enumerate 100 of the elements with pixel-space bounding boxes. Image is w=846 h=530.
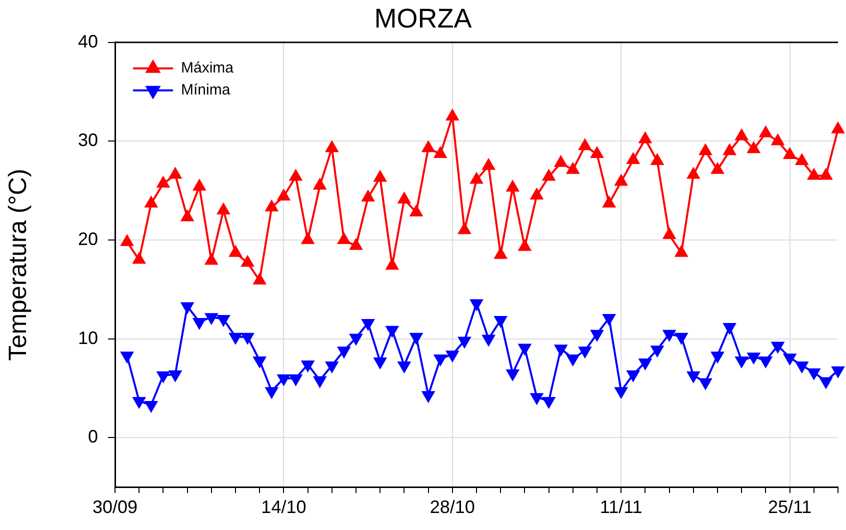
point <box>783 354 796 366</box>
point <box>277 189 290 201</box>
point <box>783 148 796 160</box>
point <box>301 232 314 244</box>
point <box>180 302 194 314</box>
point <box>470 172 484 184</box>
point <box>289 169 302 181</box>
point <box>446 350 459 362</box>
point <box>216 202 230 214</box>
point <box>434 354 447 366</box>
point <box>337 232 351 244</box>
y-axis-title: Temperatura (°C) <box>4 168 32 361</box>
point <box>662 330 676 342</box>
point <box>192 318 206 330</box>
point <box>518 344 532 356</box>
point <box>638 358 652 370</box>
chart-title: MORZA <box>374 4 472 34</box>
point <box>795 153 808 165</box>
point <box>578 346 592 358</box>
x-tick-label: 14/10 <box>261 496 306 517</box>
point <box>759 126 772 138</box>
point <box>458 336 472 348</box>
point <box>590 146 604 158</box>
y-tick-label: 0 <box>88 426 98 447</box>
point <box>650 153 664 165</box>
point <box>325 140 338 152</box>
point <box>807 168 820 180</box>
y-tick-label: 30 <box>78 130 98 150</box>
point <box>819 168 833 180</box>
point <box>398 361 411 373</box>
point <box>301 360 314 372</box>
point <box>807 368 820 380</box>
point <box>819 377 833 389</box>
point <box>747 142 760 154</box>
point <box>277 374 290 386</box>
point <box>168 370 182 382</box>
point <box>530 188 544 200</box>
point <box>747 352 760 364</box>
point <box>374 170 387 182</box>
point <box>626 370 640 382</box>
point <box>771 134 784 146</box>
point <box>722 144 736 156</box>
point <box>686 167 700 179</box>
point <box>662 228 676 240</box>
point <box>253 356 266 368</box>
point <box>422 391 435 403</box>
point <box>410 332 423 344</box>
point <box>506 180 520 192</box>
point <box>168 167 182 179</box>
point <box>337 346 351 358</box>
point <box>626 152 640 164</box>
point <box>289 374 302 386</box>
point <box>470 299 484 311</box>
point <box>759 356 772 368</box>
x-tick-label: 28/10 <box>430 496 475 517</box>
point <box>325 361 338 373</box>
y-tick-label: 20 <box>78 228 98 249</box>
point <box>566 354 580 366</box>
x-tick-label: 11/11 <box>600 496 642 517</box>
point <box>120 352 134 364</box>
point <box>180 210 194 222</box>
y-tick-label: 10 <box>78 328 98 348</box>
point <box>614 174 628 186</box>
point <box>674 332 688 344</box>
point <box>144 400 158 412</box>
point <box>578 138 592 150</box>
point <box>422 140 435 152</box>
point <box>204 313 218 325</box>
point <box>434 146 447 158</box>
point <box>313 376 326 388</box>
point <box>698 144 712 156</box>
point <box>795 361 808 373</box>
point <box>566 162 580 174</box>
point <box>482 158 496 170</box>
point <box>602 196 616 208</box>
point <box>506 369 520 381</box>
point <box>735 128 748 140</box>
point <box>482 334 496 346</box>
point <box>240 332 254 344</box>
x-tick-label: 25/11 <box>768 496 812 517</box>
point <box>446 109 459 120</box>
legend-label: Máxima <box>181 60 234 77</box>
point <box>216 315 230 327</box>
point <box>650 346 664 358</box>
point <box>530 393 544 405</box>
x-tick-label: 30/09 <box>92 496 138 517</box>
point <box>156 371 170 383</box>
y-tick-label: 40 <box>78 31 98 52</box>
point <box>614 387 628 399</box>
point <box>361 190 375 202</box>
point <box>410 204 423 216</box>
point <box>735 356 748 368</box>
point <box>156 176 170 188</box>
point <box>458 222 472 234</box>
point <box>192 179 206 191</box>
point <box>831 366 845 378</box>
point <box>710 162 724 174</box>
legend-label: Mínima <box>181 82 231 99</box>
point <box>386 326 399 338</box>
point <box>710 352 724 364</box>
